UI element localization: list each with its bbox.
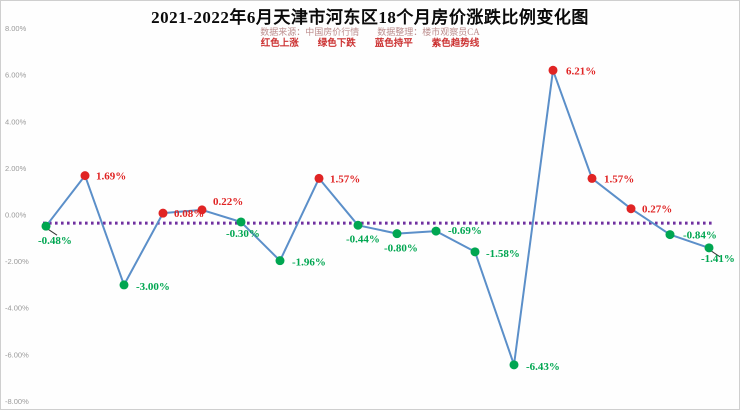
data-point-label: -1.58% [486,248,520,260]
chart-color-legend: 红色上涨 绿色下跌 蓝色持平 紫色趋势线 [260,39,480,49]
data-point [548,65,558,75]
data-point-label: 0.27% [642,204,672,216]
y-axis-label: 0.00% [5,211,27,220]
y-axis-label: 2.00% [5,164,27,173]
data-point [119,280,129,290]
data-point [353,220,363,230]
data-point [509,360,519,370]
y-axis-label: 6.00% [5,71,27,80]
data-point-label: -0.30% [226,228,260,240]
chart-subtitle: 数据来源：中国房价行情 数据整理：楼市观察员CA [260,27,480,37]
data-point [80,171,90,181]
data-point [314,173,324,183]
data-point [587,173,597,183]
data-point-label: -0.44% [346,233,380,245]
label-leader-line [710,250,721,258]
y-axis-label: -6.00% [5,350,29,359]
y-axis-label: -2.00% [5,257,29,266]
y-axis-label: 4.00% [5,117,27,126]
data-point [704,243,714,253]
data-point-label: -1.41% [701,253,735,265]
y-axis-label: -8.00% [5,397,29,406]
y-axis-label: 8.00% [5,24,27,33]
data-point-label: 1.69% [96,171,126,183]
data-point [626,204,636,214]
data-point-label: -0.48% [38,235,72,247]
data-point-label: -1.96% [292,257,326,269]
data-point [41,221,51,231]
y-axis-label: -4.00% [5,304,29,313]
data-point [158,208,168,218]
data-point-label: 6.21% [566,65,596,77]
data-point-label: -3.00% [136,281,170,293]
data-point [431,226,441,236]
data-point-label: 1.57% [330,173,360,185]
price-line [45,69,710,366]
data-point [236,217,246,227]
label-leader-line [47,228,58,236]
data-point-label: 0.22% [213,196,243,208]
data-point-label: -0.69% [448,225,482,237]
data-point-label: 0.08% [174,208,204,220]
data-point [392,229,402,239]
data-point [275,256,285,266]
chart-title: 2021-2022年6月天津市河东区18个月房价涨跌比例变化图 [151,8,589,27]
data-point-label: 1.57% [604,173,634,185]
data-point [665,230,675,240]
data-point [197,205,207,215]
data-point-label: -0.84% [683,230,717,242]
data-point [470,247,480,257]
data-point-label: -6.43% [526,361,560,373]
data-point-label: -0.80% [384,243,418,255]
